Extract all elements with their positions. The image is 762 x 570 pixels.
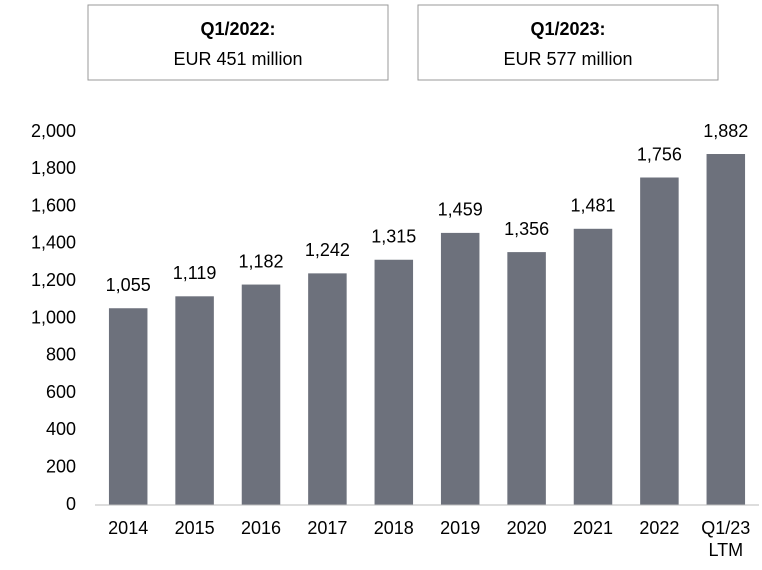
data-label: 1,356 (504, 219, 549, 239)
bar (440, 232, 480, 506)
annotation-title: Q1/2023: (530, 19, 605, 39)
x-tick-label: 2018 (374, 518, 414, 538)
data-label: 1,481 (570, 196, 615, 216)
bar (573, 228, 613, 505)
bar (640, 177, 679, 506)
y-tick-label: 1,800 (31, 158, 76, 178)
bar (241, 284, 281, 505)
y-tick-label: 200 (46, 456, 76, 476)
y-tick-label: 600 (46, 382, 76, 402)
y-tick-label: 400 (46, 419, 76, 439)
annotation-box (87, 4, 389, 81)
x-tick-label: 2019 (440, 518, 480, 538)
y-tick-label: 2,000 (31, 121, 76, 141)
x-tick-label: 2017 (307, 518, 347, 538)
annotation-box (417, 4, 719, 81)
bar (374, 259, 414, 505)
y-tick-label: 1,200 (31, 270, 76, 290)
bar (308, 273, 347, 505)
bar (706, 154, 746, 505)
y-tick-label: 1,600 (31, 195, 76, 215)
x-tick-label: 2020 (507, 518, 547, 538)
y-tick-label: 1,400 (31, 233, 76, 253)
data-label: 1,756 (637, 144, 682, 164)
data-label: 1,182 (238, 251, 283, 271)
x-tick-label: 2022 (639, 518, 679, 538)
y-tick-label: 0 (66, 494, 76, 514)
bar (175, 296, 214, 505)
data-label: 1,055 (106, 275, 151, 295)
x-tick-label: 2014 (108, 518, 148, 538)
data-label: 1,242 (305, 240, 350, 260)
data-label: 1,315 (371, 227, 416, 247)
annotation-text: EUR 451 million (173, 49, 302, 69)
bar (507, 252, 546, 505)
x-tick-label: Q1/23 LTM (701, 518, 750, 560)
y-tick-label: 1,000 (31, 307, 76, 327)
data-label: 1,459 (438, 200, 483, 220)
x-tick-label: 2015 (175, 518, 215, 538)
bar (108, 308, 148, 505)
y-tick-label: 800 (46, 345, 76, 365)
data-label: 1,882 (703, 121, 748, 141)
x-tick-label: 2021 (573, 518, 613, 538)
x-tick-label: 2016 (241, 518, 281, 538)
annotation-text: EUR 577 million (503, 49, 632, 69)
annotation-title: Q1/2022: (200, 19, 275, 39)
data-label: 1,119 (173, 263, 217, 283)
